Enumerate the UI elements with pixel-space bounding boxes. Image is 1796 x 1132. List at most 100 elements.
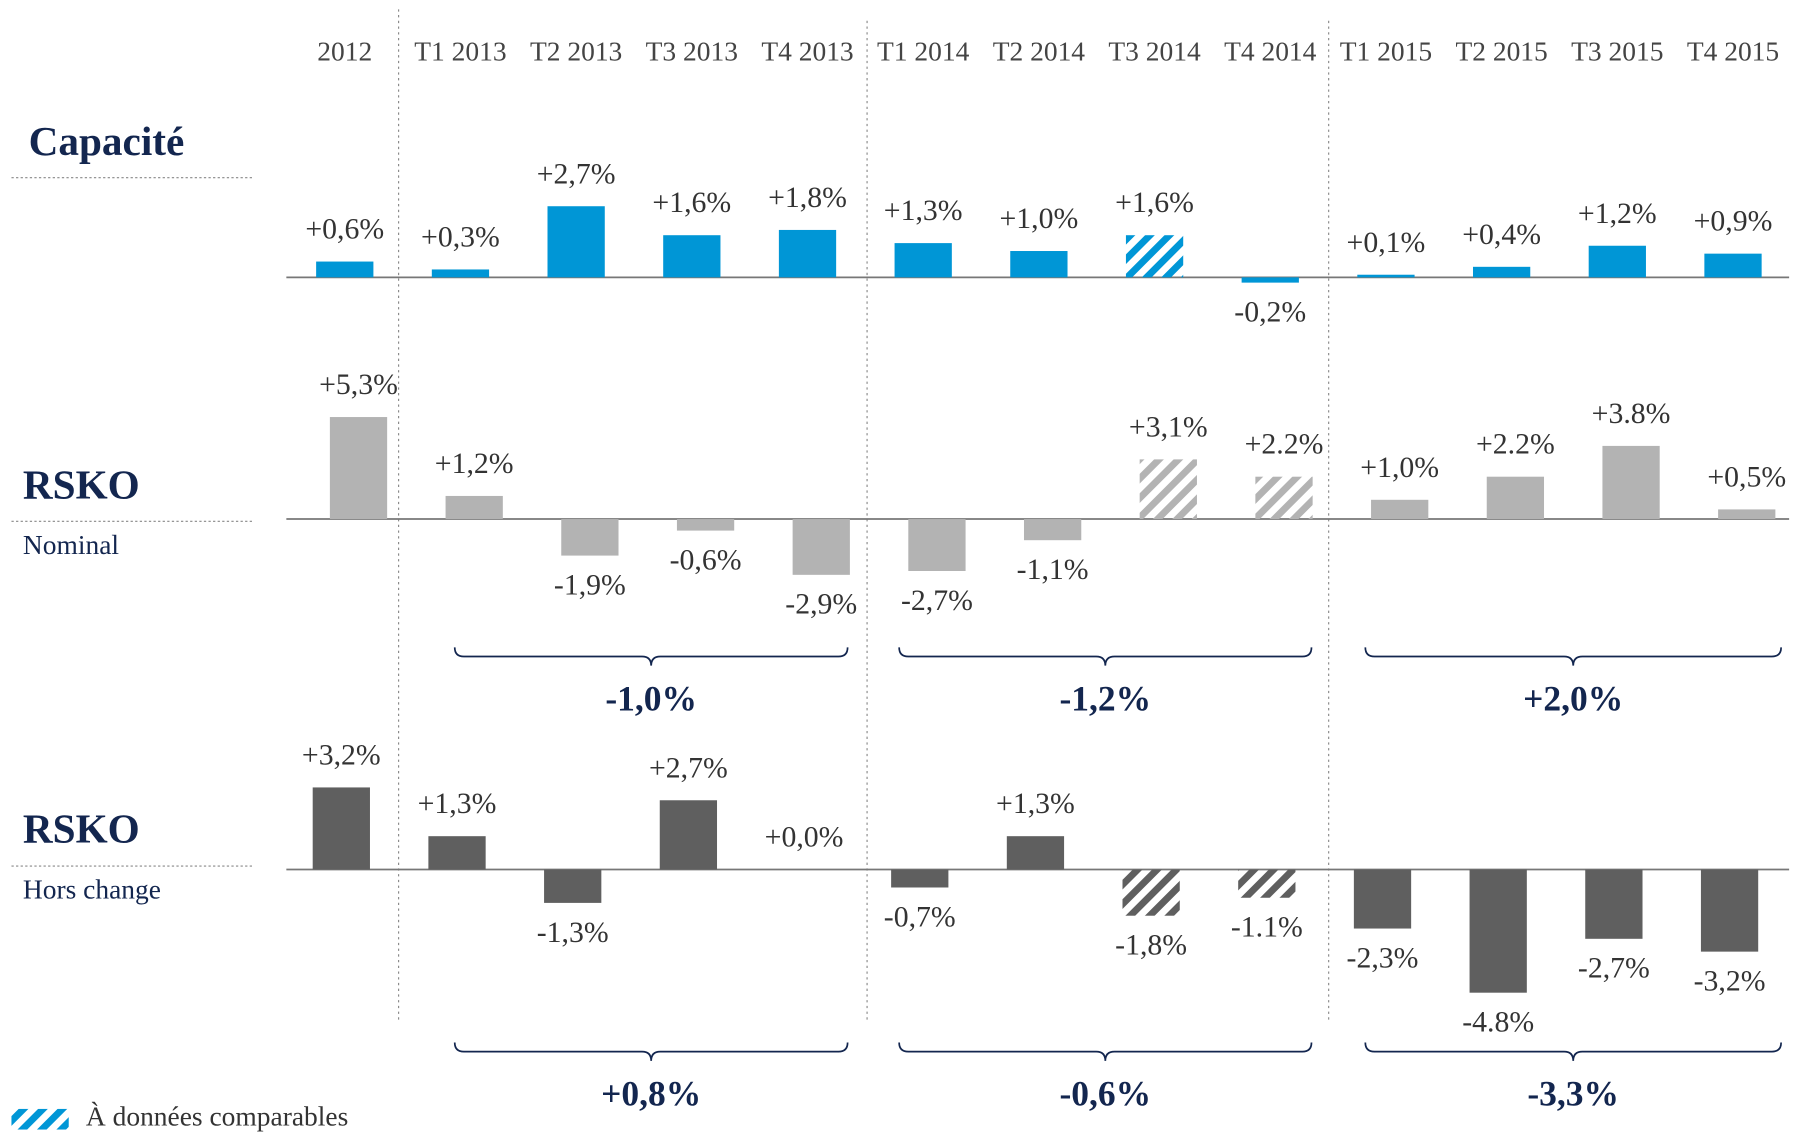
bar	[1472, 266, 1531, 278]
value-label: +2,7%	[649, 751, 728, 784]
x-tick-label: T2 2013	[530, 36, 622, 66]
value-label: +5,3%	[319, 368, 398, 401]
bar	[659, 800, 718, 870]
x-tick-label: 2012	[317, 36, 372, 66]
bar	[547, 206, 605, 278]
bar	[908, 519, 966, 571]
value-label: +1,6%	[652, 186, 731, 219]
bar	[445, 495, 503, 520]
bar	[1469, 869, 1527, 993]
bar	[891, 869, 949, 888]
value-label: -0,2%	[1234, 296, 1306, 329]
value-label: -2,7%	[1578, 952, 1650, 985]
x-tick-label: T1 2015	[1340, 36, 1432, 66]
value-label: -2,7%	[901, 584, 973, 617]
x-tick-label: T4 2013	[761, 36, 853, 66]
value-label: +1,8%	[768, 181, 847, 214]
bar	[792, 519, 850, 575]
value-label: +1,6%	[1115, 186, 1194, 219]
bar	[1704, 253, 1762, 278]
bar	[561, 519, 619, 556]
bar	[1010, 251, 1068, 278]
value-label: -1,1%	[1017, 553, 1089, 586]
bar	[894, 243, 952, 278]
separators	[398, 9, 1330, 1020]
bar	[1241, 277, 1299, 283]
value-label: +3,2%	[302, 738, 381, 771]
value-label: -4.8%	[1462, 1006, 1534, 1039]
bar	[663, 235, 721, 278]
value-label: -1.1%	[1231, 911, 1303, 944]
value-label: +3.8%	[1592, 397, 1671, 430]
bar	[1585, 869, 1643, 939]
summary-label: -3,3%	[1527, 1074, 1619, 1114]
value-label: +1,2%	[435, 447, 514, 480]
bar	[428, 836, 486, 870]
brace	[898, 1042, 1313, 1061]
bar	[676, 519, 735, 531]
series-subtitle: Hors change	[23, 875, 161, 905]
bar	[1371, 499, 1429, 520]
value-label: +3,1%	[1129, 410, 1208, 443]
x-tick-label: T2 2015	[1455, 36, 1547, 66]
value-label: -3,2%	[1694, 965, 1766, 998]
x-tick-label: T4 2014	[1224, 36, 1317, 66]
value-label: -2,3%	[1347, 941, 1419, 974]
series-name: Capacité	[29, 118, 185, 164]
bar	[1588, 245, 1646, 278]
value-label: +0,6%	[305, 213, 384, 246]
value-label: +1,3%	[884, 194, 963, 227]
brace	[453, 647, 849, 666]
bar	[316, 261, 374, 278]
bar	[1122, 869, 1180, 916]
value-label: +1,3%	[996, 787, 1075, 820]
summary-label: +0,8%	[601, 1074, 701, 1114]
bar	[1486, 476, 1545, 520]
x-tick-label: T1 2013	[414, 36, 506, 66]
bar	[312, 787, 370, 870]
bar	[431, 269, 490, 278]
value-label: +2.2%	[1245, 428, 1324, 461]
value-label: +0,5%	[1707, 460, 1786, 493]
bar	[1357, 274, 1415, 278]
value-label: -1,8%	[1115, 929, 1187, 962]
value-label: +0,3%	[421, 221, 500, 254]
summary-label: +2,0%	[1523, 678, 1623, 718]
summary-label: -0,6%	[1059, 1074, 1151, 1114]
x-tick-label: T2 2014	[993, 36, 1086, 66]
value-label: +0,4%	[1462, 218, 1541, 251]
x-tick-label: T3 2015	[1571, 36, 1663, 66]
bar	[1602, 445, 1660, 520]
series-name: RSKO	[23, 462, 140, 508]
value-label: +2.2%	[1476, 428, 1555, 461]
value-label: +0,0%	[765, 821, 844, 854]
bar	[1125, 235, 1184, 278]
value-label: +1,3%	[418, 787, 497, 820]
series-subtitle: Nominal	[23, 530, 119, 560]
summary-label: -1,0%	[605, 678, 697, 718]
brace	[453, 1042, 849, 1061]
bar	[1238, 869, 1296, 898]
bar	[544, 869, 602, 903]
value-label: -1,3%	[537, 916, 609, 949]
bar	[1139, 459, 1197, 520]
brace	[898, 647, 1313, 666]
value-label: -1,9%	[554, 568, 626, 601]
bar	[1353, 869, 1412, 929]
x-tick-label: T3 2014	[1108, 36, 1201, 66]
x-tick-label: T1 2014	[877, 36, 970, 66]
bar	[1718, 509, 1776, 520]
legend-label: À données comparables	[86, 1102, 348, 1132]
value-label: +1,0%	[1360, 451, 1439, 484]
summary-label: -1,2%	[1059, 678, 1151, 718]
bar	[1700, 869, 1759, 952]
bar	[1006, 836, 1065, 870]
legend-swatch	[11, 1108, 69, 1130]
value-label: +0,9%	[1694, 205, 1773, 238]
series-name: RSKO	[23, 805, 140, 851]
x-tick-label: T3 2013	[646, 36, 738, 66]
brace	[1364, 647, 1782, 666]
value-label: +0,1%	[1347, 226, 1426, 259]
bar	[1255, 476, 1313, 520]
